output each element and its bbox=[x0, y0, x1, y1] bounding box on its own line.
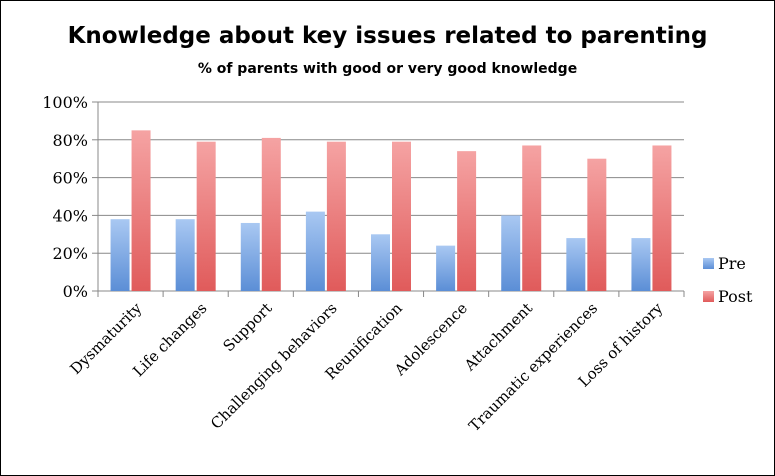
bar-pre bbox=[305, 211, 325, 291]
chart-subtitle: % of parents with good or very good know… bbox=[197, 61, 578, 77]
bar-post bbox=[652, 145, 672, 291]
y-tick-label: 0% bbox=[63, 282, 88, 301]
x-category-label: Support bbox=[219, 299, 275, 355]
legend-label-pre: Pre bbox=[718, 254, 746, 273]
bar-post bbox=[522, 145, 542, 291]
x-category-label: Traumatic experiences bbox=[465, 299, 601, 435]
y-tick-label: 20% bbox=[52, 244, 88, 263]
y-tick-label: 80% bbox=[52, 131, 88, 150]
y-tick-label: 60% bbox=[52, 169, 88, 188]
chart-title: Knowledge about key issues related to pa… bbox=[67, 23, 708, 49]
bar-post bbox=[587, 158, 607, 291]
bar-pre bbox=[110, 219, 130, 291]
legend-swatch-post bbox=[703, 291, 714, 302]
bar-post bbox=[457, 151, 477, 291]
bar-post bbox=[326, 141, 346, 291]
bar-post bbox=[196, 141, 216, 291]
bar-post bbox=[392, 141, 411, 291]
bar-pre bbox=[501, 215, 521, 291]
y-tick-label: 100% bbox=[42, 93, 88, 112]
legend-label-post: Post bbox=[718, 287, 753, 306]
bar-pre bbox=[436, 245, 456, 291]
legend-swatch-pre bbox=[703, 258, 714, 269]
x-category-label: Challenging behaviors bbox=[207, 299, 341, 433]
y-tick-label: 40% bbox=[52, 206, 88, 225]
bar-post bbox=[261, 137, 281, 291]
bar-pre bbox=[631, 238, 651, 291]
bar-pre bbox=[371, 234, 390, 291]
bar-pre bbox=[175, 219, 195, 291]
bar-pre bbox=[566, 238, 586, 291]
bar-pre bbox=[240, 222, 260, 291]
bar-post bbox=[131, 130, 151, 291]
